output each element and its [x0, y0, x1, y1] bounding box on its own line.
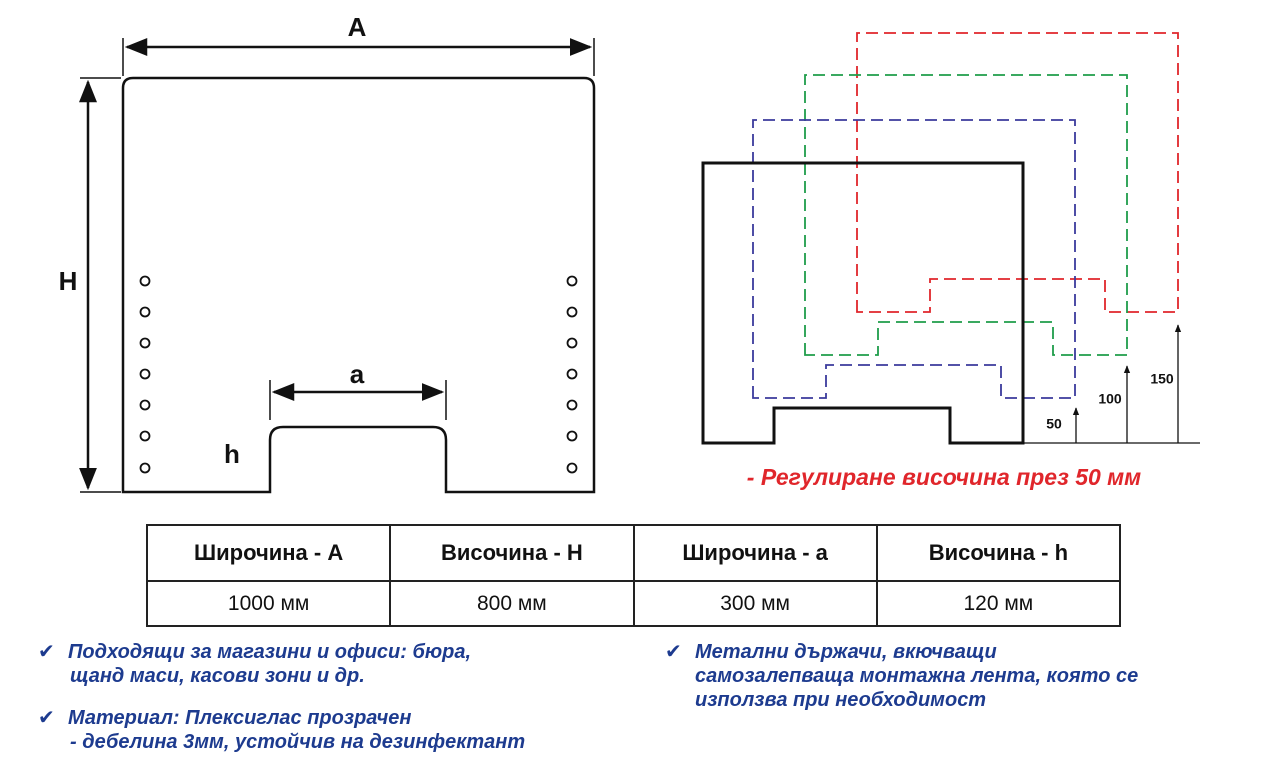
check-icon: ✔ — [38, 641, 55, 663]
value-cell: 120 мм — [875, 580, 1122, 627]
feature-line: самозалепваща монтажна лента, която се — [695, 665, 1139, 687]
check-icon: ✔ — [665, 641, 682, 663]
feature-line: използва при необходимост — [695, 689, 987, 711]
check-icon: ✔ — [38, 707, 55, 729]
value-cell: 800 мм — [389, 580, 635, 627]
header-cell: Широчина - a — [632, 524, 878, 582]
step-label: 50 — [1046, 416, 1062, 432]
header-cell: Височина - h — [875, 524, 1122, 582]
label-width: A — [348, 12, 367, 42]
step-label: 100 — [1098, 391, 1122, 407]
dimension-lines — [79, 38, 595, 493]
mount-holes — [139, 275, 578, 474]
base-panel — [701, 161, 1025, 445]
feature-line: - дебелина 3мм, устойчив на дезинфектант — [70, 731, 526, 753]
value-cell: 1000 мм — [145, 580, 392, 627]
feature: ✔ Подходящи за магазини и офиси: бюра, щ… — [38, 640, 472, 688]
label-height: H — [59, 266, 78, 296]
step-label: 150 — [1150, 371, 1174, 387]
spec-table: Широчина - A Височина - H Широчина - a В… — [145, 524, 1122, 627]
feature: ✔ Материал: Плексиглас прозрачен - дебел… — [38, 706, 526, 754]
feature-line: Материал: Плексиглас прозрачен — [68, 707, 412, 729]
diagram: A H a h 50 100 150 - Регулиране височина… — [59, 12, 1200, 494]
step-dimensions — [1023, 324, 1200, 444]
adjustment-caption: - Регулиране височина през 50 мм — [747, 464, 1141, 490]
feature-line: Подходящи за магазини и офиси: бюра, — [68, 641, 472, 663]
value-cell: 300 мм — [632, 580, 878, 627]
label-cutout-width: a — [350, 359, 365, 389]
header-cell: Височина - H — [389, 524, 635, 582]
header-cell: Широчина - A — [145, 524, 392, 582]
adjusted-positions — [752, 32, 1179, 399]
panel-outline — [121, 76, 596, 494]
feature-line: Метални държачи, вкючващи — [695, 641, 997, 663]
feature-line: щанд маси, касови зони и др. — [70, 665, 365, 687]
label-cutout-height: h — [224, 439, 240, 469]
feature: ✔ Метални държачи, вкючващи самозалепващ… — [665, 640, 1139, 712]
